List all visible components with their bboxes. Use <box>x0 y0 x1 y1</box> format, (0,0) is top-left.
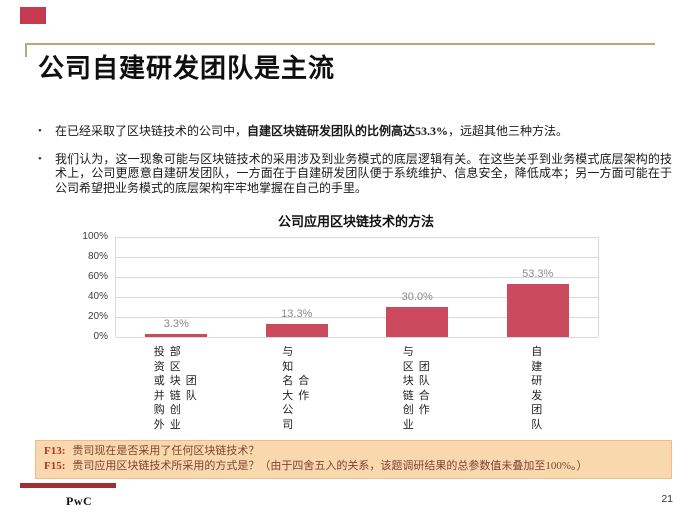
category-label: 投资或并购外 部区块链创业 团队 <box>115 345 236 440</box>
footnote-text: 贵司应用区块链技术所采用的方式是？（由于四舍五入的关系，该题调研结果的总参数值未… <box>72 459 588 472</box>
plot-area: 100% 80% 60% 40% 20% 0% 3.3% 13.3% 30.0% 53.3% <box>82 231 599 342</box>
gridline <box>116 237 598 238</box>
bullet-text: 在已经采取了区块链技术的公司中，自建区块链研发团队的比例高达53.3%，远超其他… <box>55 124 672 139</box>
bar-value-label: 30.0% <box>401 291 433 303</box>
footnote-line: F15: 贵司应用区块链技术所采用的方式是？（由于四舍五入的关系，该题调研结果的总… <box>44 459 663 474</box>
bullet-text-segment: 在已经采取了区块链技术的公司中， <box>55 124 248 138</box>
category-label: 自建研发团队 <box>477 345 598 440</box>
bar <box>145 333 208 337</box>
pwc-logo: PwC <box>66 494 93 508</box>
category-label-column: 团队合作 <box>418 360 430 417</box>
category-label: 与区块链创业 团队合作 <box>356 345 477 440</box>
gridline <box>116 297 598 298</box>
bullet-text-segment: ，远超其他三种方法。 <box>448 124 569 138</box>
footnote-box: F13: 贵司现在是否采用了任何区块链技术？ F15: 贵司应用区块链技术所采用的方… <box>35 440 672 479</box>
y-axis-tick-label: 100% <box>82 231 108 243</box>
category-label-column: 与知名大公司 <box>282 346 294 431</box>
footnote-label: F15: <box>44 459 66 472</box>
y-axis-tick-label: 80% <box>87 251 108 263</box>
category-label-column: 投资或并购外 <box>153 346 165 431</box>
bar-value-label: 13.3% <box>281 307 313 320</box>
bar-value-label: 3.3% <box>163 317 189 330</box>
footer-rule <box>20 483 116 488</box>
y-axis-tick-label: 40% <box>87 291 108 303</box>
gridline <box>116 277 598 278</box>
bullet-item: • 在已经采取了区块链技术的公司中，自建区块链研发团队的比例高达53.3%，远超… <box>38 124 672 139</box>
category-label-column: 团队 <box>185 375 197 402</box>
gridline <box>116 257 598 258</box>
bullet-text: 我们认为，这一现象可能与区块链技术的采用涉及到业务模式的底层逻辑有关。在这些关乎… <box>55 151 672 195</box>
footnote-line: F13: 贵司现在是否采用了任何区块链技术？ <box>44 444 663 459</box>
category-label-column: 部区块链创业 <box>169 346 181 431</box>
y-axis-tick-label: 20% <box>87 311 108 323</box>
bar-value-label: 53.3% <box>522 267 554 280</box>
footnote-label: F13: <box>44 445 66 457</box>
page-number: 21 <box>661 493 673 505</box>
bullet-marker: • <box>38 152 42 165</box>
page-title: 公司自建研发团队是主流 <box>38 54 336 83</box>
bullet-list: • 在已经采取了区块链技术的公司中，自建区块链研发团队的比例高达53.3%，远超… <box>38 124 672 208</box>
category-label-column: 自建研发团队 <box>531 346 543 431</box>
bullet-marker: • <box>38 125 42 137</box>
y-axis-tick-label: 0% <box>93 331 108 343</box>
footnote-text: 贵司现在是否采用了任何区块链技术？ <box>72 445 260 457</box>
bullet-item: • 我们认为，这一现象可能与区块链技术的采用涉及到业务模式的底层逻辑有关。在这些… <box>38 152 672 196</box>
bar-group: 3.3% <box>116 237 237 337</box>
bar-group: 53.3% <box>478 237 599 337</box>
category-label-column: 与区块链创业 <box>402 346 414 431</box>
category-label: 与知名大公司 合作 <box>236 345 357 440</box>
bar-group: 30.0% <box>357 237 478 337</box>
title-rule <box>25 43 655 57</box>
chart-title: 公司应用区块链技术的方法 <box>277 214 434 229</box>
bar-group: 13.3% <box>237 237 358 337</box>
category-label-column: 合作 <box>298 375 310 402</box>
y-axis-tick-label: 60% <box>87 271 108 283</box>
category-axis: 投资或并购外 部区块链创业 团队 与知名大公司 合作 与区块链创业 团队合作 自建研发团队 <box>115 345 597 440</box>
bullet-text-bold-segment: 自建区块链研发团队的比例高达53.3% <box>247 124 449 138</box>
bar <box>386 307 449 337</box>
bar <box>265 323 328 337</box>
accent-square <box>20 7 46 24</box>
bar <box>506 283 569 337</box>
gridline <box>116 337 598 338</box>
gridline <box>116 317 598 318</box>
